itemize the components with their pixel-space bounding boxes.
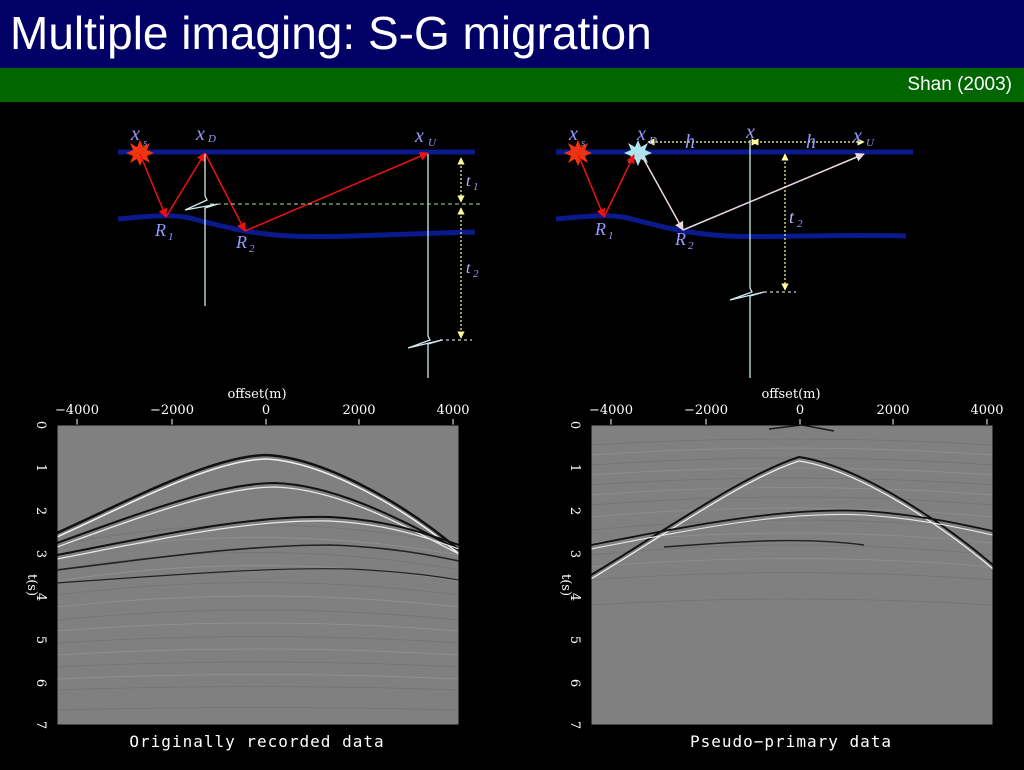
ray-source-r1 [577, 153, 606, 218]
right-seismic-panel: offset(m) −4000 −2000 0 2000 4000 t(s) 0… [544, 385, 1024, 765]
seismic-image [57, 425, 459, 725]
label-r1-sub: 1 [168, 231, 174, 243]
label-x: x [745, 121, 755, 143]
x-tick-label: −2000 [684, 403, 728, 418]
label-xs-sub: s [143, 137, 147, 149]
author-citation: Shan (2003) [907, 74, 1012, 95]
y-tick-label: 6 [33, 679, 48, 687]
seismic-events [57, 455, 459, 710]
seismic-events [590, 424, 994, 606]
left-ray-diagram: x s x D x U R 1 R 2 t 1 t 2 [110, 118, 550, 383]
trace-xd [184, 154, 219, 306]
x-tick-marks [610, 419, 988, 425]
label-r1: R [594, 219, 606, 239]
y-tick-label: 3 [33, 550, 48, 558]
ray-source-r1 [139, 153, 168, 218]
left-ray-diagram-svg: x s x D x U R 1 R 2 t 1 t 2 [117, 123, 482, 378]
y-axis-label: t(s) [558, 574, 573, 596]
panel-caption: Pseudo−primary data [690, 732, 892, 751]
source-star-icon [564, 140, 592, 166]
left-seismic-panel: offset(m) −4000 −2000 0 2000 4000 t(s) 0… [10, 385, 500, 765]
y-axis-label: t(s) [24, 574, 39, 596]
x-tick-marks [76, 419, 454, 425]
x-tick-label: 2000 [342, 403, 375, 418]
label-h-left: h [685, 131, 695, 153]
pseudo-ray-xd-r2 [641, 155, 684, 231]
x-tick-labels: −4000 −2000 0 2000 4000 [589, 403, 1004, 418]
label-t2: t [789, 207, 795, 227]
slide-title: Multiple imaging: S-G migration [10, 7, 652, 59]
y-tick-label: 7 [33, 721, 48, 729]
label-xu: x [852, 125, 862, 147]
label-xd: x [636, 123, 646, 145]
y-tick-label: 4 [33, 593, 48, 601]
x-axis-label: offset(m) [227, 387, 286, 402]
ray-r2-xu [244, 152, 429, 232]
x-tick-label: 4000 [436, 403, 469, 418]
x-tick-label: 2000 [876, 403, 909, 418]
label-xd-sub: D [207, 133, 216, 145]
left-seismic-svg: offset(m) −4000 −2000 0 2000 4000 t(s) 0… [24, 387, 470, 751]
label-r2-sub: 2 [249, 243, 255, 255]
x-tick-label: 0 [262, 403, 270, 418]
x-axis-label: offset(m) [761, 387, 820, 402]
y-tick-labels: 0 1 2 3 4 5 6 7 [567, 421, 582, 729]
ray-xd-r2 [204, 152, 246, 232]
x-tick-label: 4000 [970, 403, 1003, 418]
seismic-image [591, 425, 993, 725]
y-tick-label: 5 [567, 636, 582, 644]
subtitle-bar: Shan (2003) [0, 68, 1024, 102]
x-tick-labels: −4000 −2000 0 2000 4000 [55, 403, 470, 418]
y-tick-label: 4 [567, 593, 582, 601]
label-xs: x [568, 123, 578, 145]
y-tick-label: 2 [567, 507, 582, 515]
x-tick-label: −2000 [150, 403, 194, 418]
label-r1-sub: 1 [608, 230, 614, 242]
x-tick-label: 0 [796, 403, 804, 418]
y-tick-label: 1 [33, 464, 48, 472]
panel-caption: Originally recorded data [129, 732, 384, 751]
y-tick-label: 2 [33, 507, 48, 515]
y-tick-label: 5 [33, 636, 48, 644]
x-tick-label: −4000 [589, 403, 633, 418]
x-tick-label: −4000 [55, 403, 99, 418]
label-xd: x [195, 123, 205, 145]
pseudo-ray-r2-xu [682, 152, 865, 231]
label-r2: R [674, 229, 686, 249]
label-xd-sub: D [648, 135, 657, 147]
label-t1: t [466, 173, 471, 190]
label-xu-sub: U [866, 137, 875, 149]
source-star-icon [126, 140, 154, 166]
label-xs: x [130, 123, 140, 145]
label-xu-sub: U [428, 137, 437, 149]
trace-x [729, 140, 765, 378]
label-t2-sub: 2 [797, 218, 803, 230]
label-r2-sub: 2 [688, 240, 694, 252]
y-tick-label: 1 [567, 464, 582, 472]
right-seismic-svg: offset(m) −4000 −2000 0 2000 4000 t(s) 0… [558, 387, 1004, 751]
y-tick-labels: 0 1 2 3 4 5 6 7 [33, 421, 48, 729]
trace-xu [407, 154, 443, 378]
y-tick-label: 7 [567, 721, 582, 729]
title-bar: Multiple imaging: S-G migration [0, 0, 1024, 68]
label-t1-sub: 1 [473, 181, 479, 193]
label-t2: t [466, 260, 471, 277]
y-tick-label: 6 [567, 679, 582, 687]
label-r1: R [154, 220, 166, 240]
ray-r1-xd [603, 154, 635, 218]
label-xs-sub: s [581, 137, 585, 149]
right-ray-diagram: x s x D h x h x U R 1 R 2 t 2 [548, 118, 988, 383]
y-tick-label: 3 [567, 550, 582, 558]
ray-r1-xd [165, 152, 206, 218]
label-t2-sub: 2 [473, 268, 479, 280]
right-ray-diagram-svg: x s x D h x h x U R 1 R 2 t 2 [555, 121, 913, 378]
label-xu: x [414, 125, 424, 147]
y-tick-label: 0 [567, 421, 582, 429]
y-tick-label: 0 [33, 421, 48, 429]
label-h-right: h [806, 131, 816, 153]
label-r2: R [235, 232, 247, 252]
